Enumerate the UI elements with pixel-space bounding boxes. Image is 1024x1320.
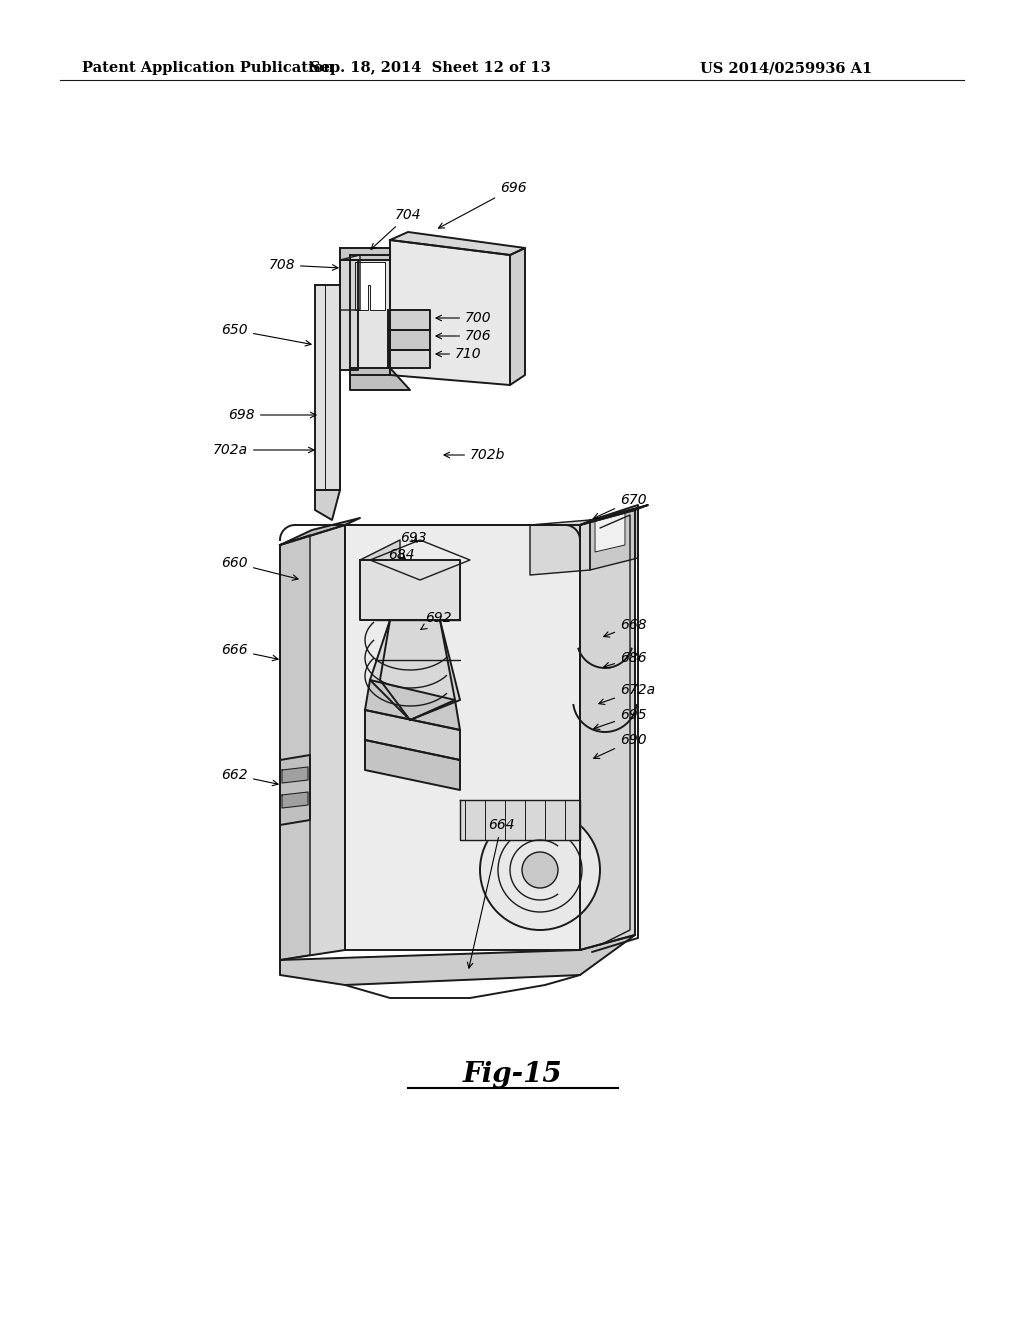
Text: 706: 706 [436,329,492,343]
Polygon shape [282,767,308,783]
Circle shape [522,851,558,888]
Polygon shape [350,255,390,375]
Polygon shape [365,741,460,789]
Text: 664: 664 [467,818,515,968]
Polygon shape [350,368,410,389]
Text: 650: 650 [221,323,311,346]
Polygon shape [580,510,635,950]
Polygon shape [365,680,460,730]
Text: 668: 668 [604,618,646,638]
Circle shape [480,810,600,931]
Polygon shape [280,755,310,825]
Polygon shape [390,240,510,385]
Text: 704: 704 [371,209,422,249]
Polygon shape [388,350,430,368]
Text: 698: 698 [228,408,316,422]
Text: 700: 700 [436,312,492,325]
Polygon shape [355,261,385,310]
Text: 708: 708 [268,257,338,272]
Text: 660: 660 [221,556,298,581]
Polygon shape [280,517,360,545]
Polygon shape [595,512,625,552]
Polygon shape [340,248,390,260]
Text: Fig-15: Fig-15 [462,1061,562,1089]
Polygon shape [530,520,590,576]
Polygon shape [460,800,580,840]
Polygon shape [590,508,638,570]
Polygon shape [315,490,340,520]
Text: 692: 692 [421,611,452,630]
Polygon shape [280,535,310,960]
Text: 695: 695 [594,708,646,730]
Polygon shape [315,285,340,490]
Polygon shape [282,792,308,808]
Text: Patent Application Publication: Patent Application Publication [82,61,334,75]
Text: Sep. 18, 2014  Sheet 12 of 13: Sep. 18, 2014 Sheet 12 of 13 [309,61,550,75]
Polygon shape [360,560,460,620]
Polygon shape [280,935,635,985]
Polygon shape [360,540,400,560]
Text: 686: 686 [604,651,646,668]
Text: US 2014/0259936 A1: US 2014/0259936 A1 [700,61,872,75]
Text: 690: 690 [594,733,646,759]
Polygon shape [345,525,580,950]
Text: 710: 710 [436,347,481,360]
Polygon shape [340,255,360,310]
Text: 666: 666 [221,643,279,661]
Polygon shape [390,232,525,255]
Polygon shape [388,330,430,350]
Polygon shape [510,248,525,385]
Polygon shape [340,260,358,370]
Polygon shape [388,310,430,330]
Text: 693: 693 [400,531,427,545]
Polygon shape [280,525,345,960]
Polygon shape [370,620,460,719]
Text: 672a: 672a [599,682,655,705]
Text: 702a: 702a [213,444,314,457]
Text: 662: 662 [221,768,279,785]
Text: 696: 696 [438,181,526,228]
Text: 684: 684 [388,548,415,562]
Polygon shape [580,506,648,525]
Text: 702b: 702b [444,447,506,462]
Polygon shape [365,710,460,760]
Text: 670: 670 [594,492,646,519]
